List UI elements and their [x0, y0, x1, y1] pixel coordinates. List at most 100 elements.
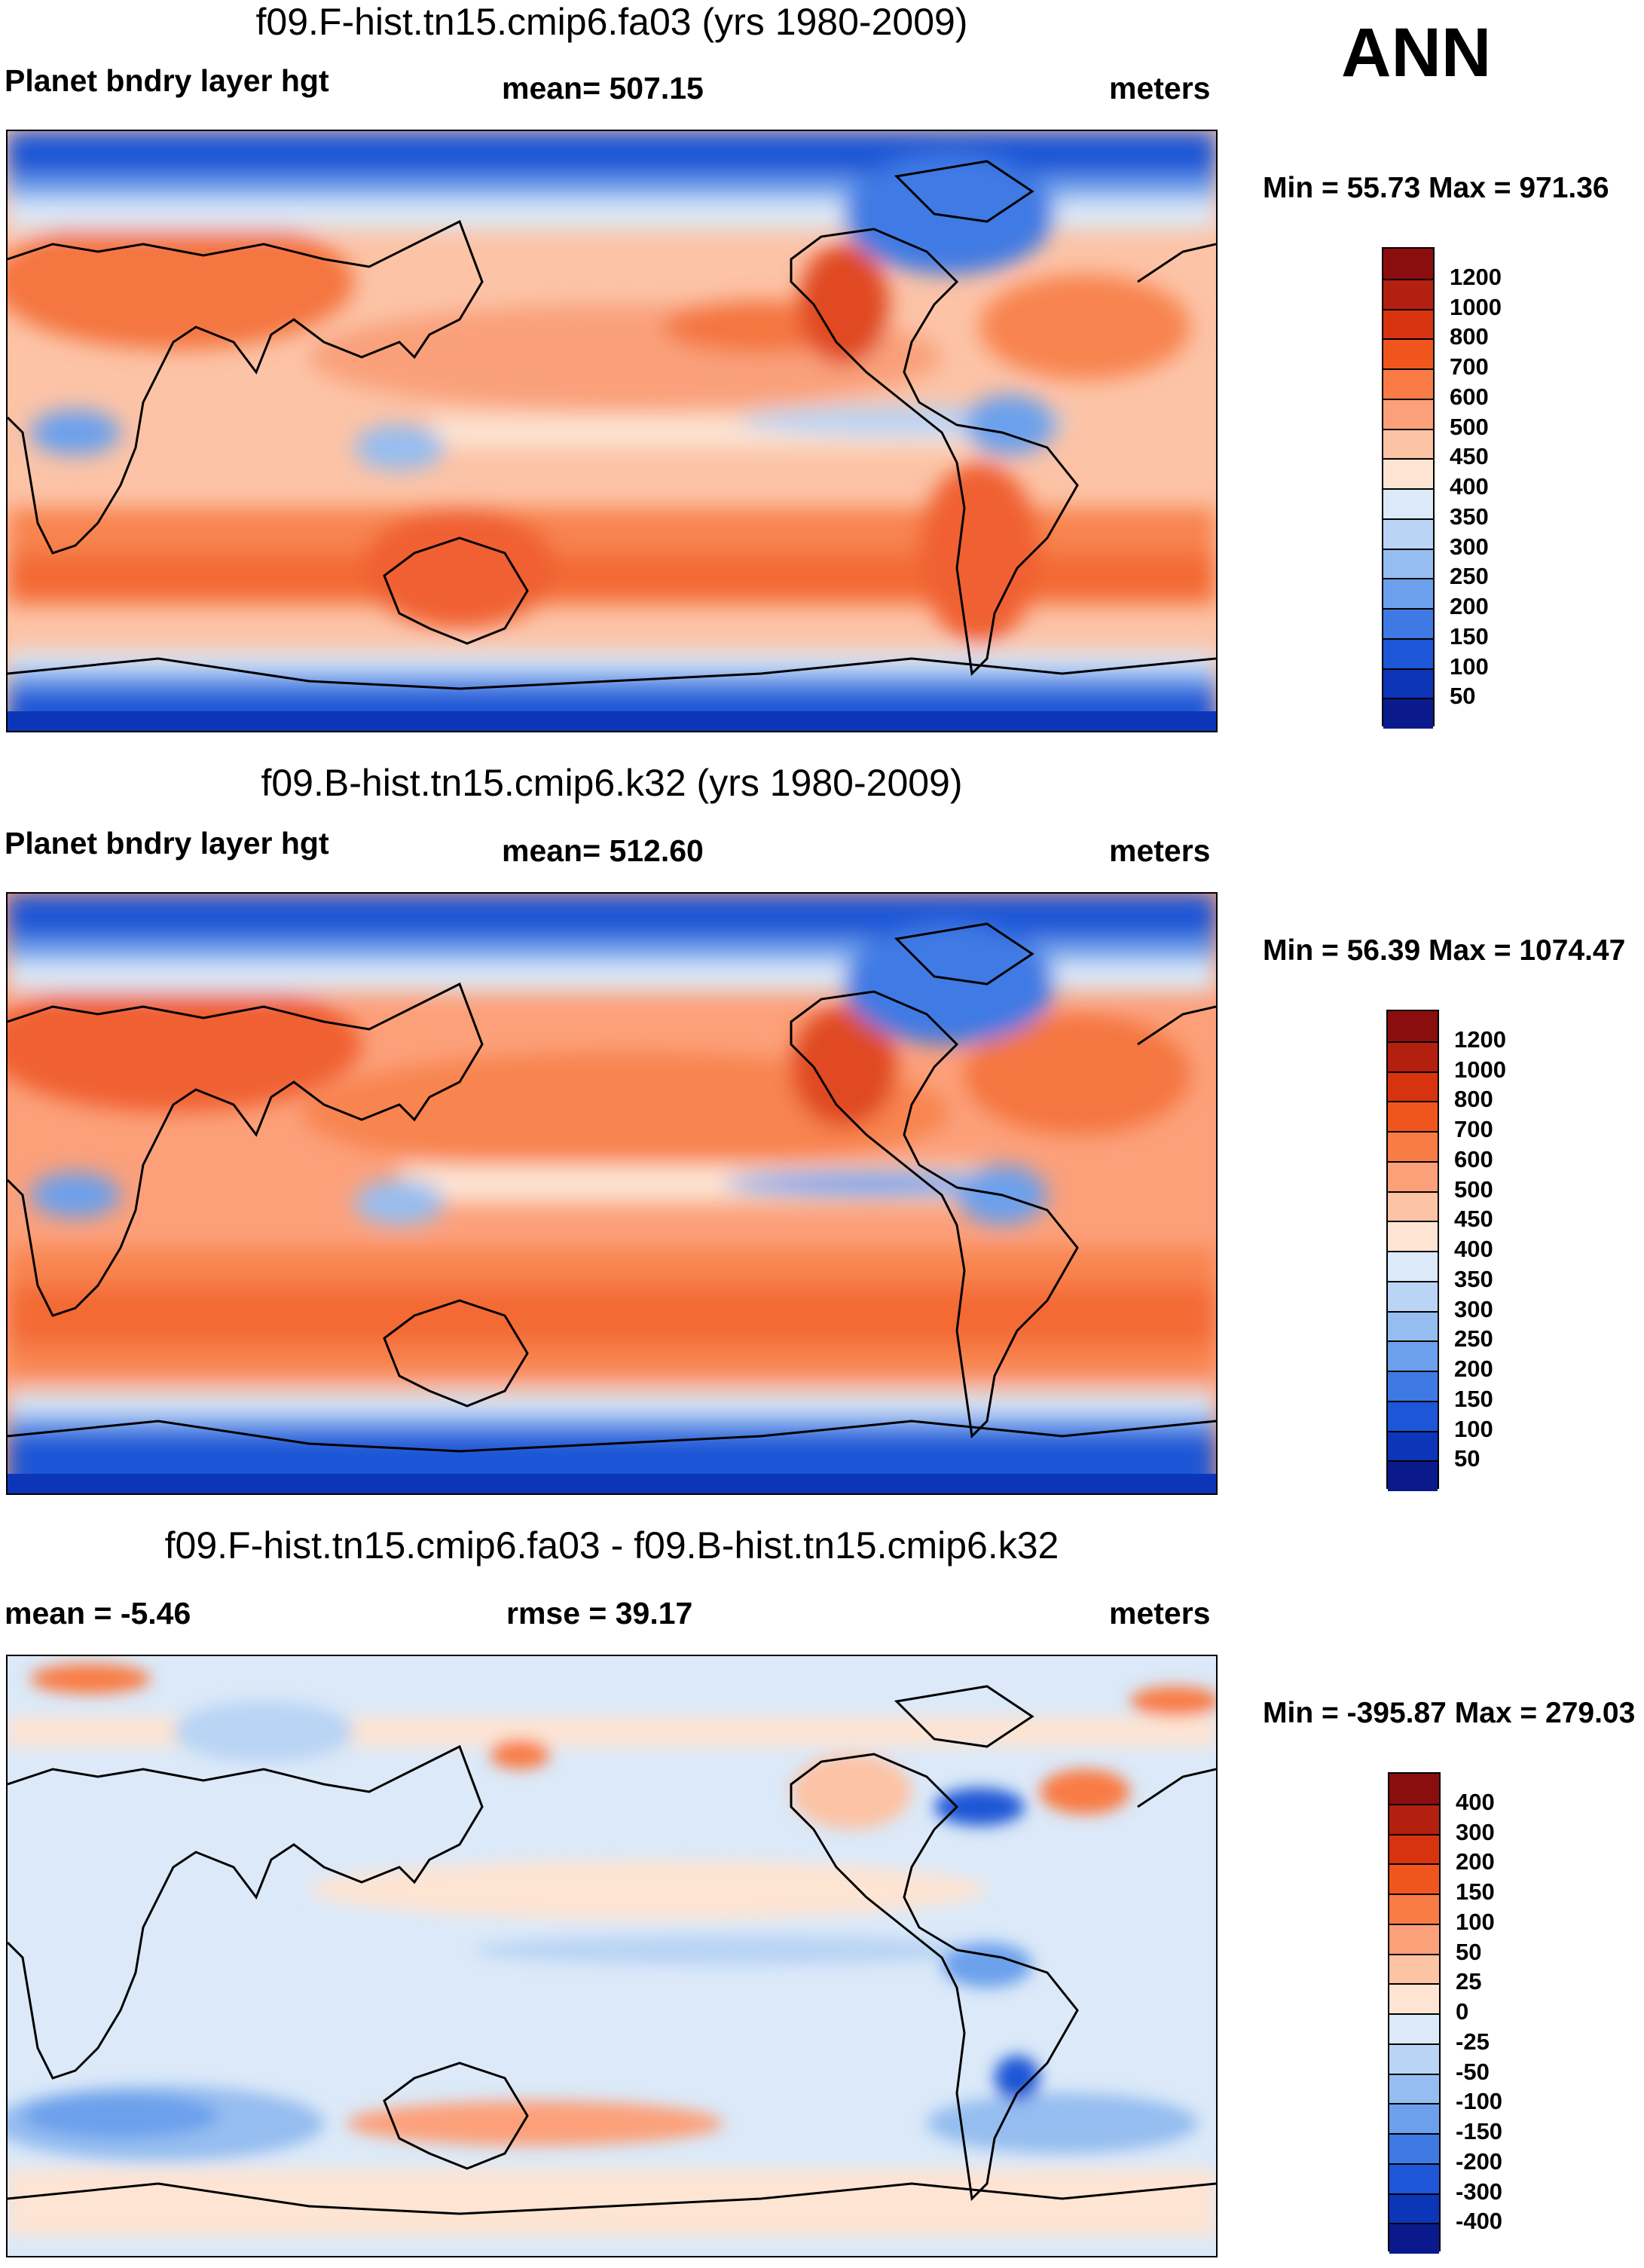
- colorbar-swatch: [1388, 1041, 1438, 1072]
- panel-3-colorbar-swatches: [1388, 1772, 1441, 2254]
- colorbar-swatch: [1383, 668, 1433, 699]
- colorbar-swatch: [1389, 1983, 1439, 2014]
- colorbar-swatch: [1389, 2223, 1439, 2254]
- colorbar-swatch: [1389, 1923, 1439, 1955]
- panel-2-colorbar-swatches: [1386, 1010, 1439, 1491]
- colorbar-tick-label: 150: [1450, 622, 1489, 650]
- colorbar-tick-label: 150: [1456, 1878, 1495, 1905]
- panel-1-map-graphic: [8, 131, 1216, 731]
- colorbar-tick-label: 700: [1454, 1116, 1493, 1142]
- colorbar-tick-label: 400: [1456, 1788, 1495, 1815]
- colorbar-swatch: [1389, 2103, 1439, 2134]
- colorbar-tick-label: 250: [1454, 1325, 1493, 1353]
- colorbar-swatch: [1389, 2043, 1439, 2074]
- colorbar-tick-label: 1200: [1450, 263, 1502, 290]
- colorbar-swatch: [1383, 278, 1433, 310]
- colorbar-tick-label: 350: [1450, 503, 1489, 530]
- colorbar-tick-label: 150: [1454, 1385, 1493, 1412]
- colorbar-tick-label: 450: [1450, 443, 1489, 470]
- colorbar-tick-label: 800: [1450, 323, 1489, 350]
- colorbar-tick-label: 1000: [1450, 293, 1502, 320]
- colorbar-tick-label: 800: [1454, 1086, 1493, 1113]
- colorbar-swatch: [1388, 1101, 1438, 1132]
- colorbar-swatch: [1389, 1774, 1439, 1805]
- colorbar-swatch: [1388, 1011, 1438, 1042]
- colorbar-swatch: [1383, 698, 1433, 729]
- colorbar-tick-label: 0: [1456, 1998, 1469, 2025]
- colorbar-tick-label: 500: [1454, 1175, 1493, 1203]
- colorbar-swatch: [1383, 488, 1433, 519]
- colorbar-tick-label: 300: [1454, 1295, 1493, 1322]
- panel-3-title: f09.F-hist.tn15.cmip6.fa03 - f09.B-hist.…: [164, 1524, 1059, 1567]
- colorbar-swatch: [1383, 518, 1433, 549]
- panel-2-minmax: Min = 56.39 Max = 1074.47: [1263, 934, 1626, 967]
- colorbar-swatch: [1388, 1371, 1438, 1401]
- colorbar-swatch: [1383, 338, 1433, 369]
- panel-2-field-label: Planet bndry layer hgt: [5, 826, 329, 860]
- panel-2-map-graphic: [8, 894, 1216, 1493]
- colorbar-tick-label: -400: [1456, 2208, 1503, 2235]
- colorbar-tick-label: 100: [1456, 1908, 1495, 1935]
- panel-1-title: f09.F-hist.tn15.cmip6.fa03 (yrs 1980-200…: [255, 1, 968, 43]
- panel-3-map: [6, 1655, 1218, 2257]
- colorbar-swatch: [1383, 428, 1433, 460]
- colorbar-tick-label: 450: [1454, 1206, 1493, 1233]
- colorbar-swatch: [1388, 1460, 1438, 1491]
- colorbar-tick-label: 50: [1456, 1938, 1482, 1965]
- panel-1-colorbar-swatches: [1382, 247, 1435, 729]
- colorbar-swatch: [1388, 1400, 1438, 1432]
- colorbar-tick-label: 50: [1454, 1445, 1481, 1472]
- colorbar-swatch: [1383, 249, 1433, 280]
- colorbar-tick-label: 50: [1450, 683, 1476, 710]
- season-label: ANN: [1341, 14, 1492, 91]
- colorbar-tick-label: 400: [1454, 1236, 1493, 1262]
- panel-2-map: [6, 892, 1218, 1495]
- colorbar-swatch: [1388, 1310, 1438, 1342]
- colorbar-swatch: [1389, 2073, 1439, 2104]
- colorbar-tick-label: -25: [1456, 2028, 1490, 2055]
- colorbar-tick-label: 300: [1450, 533, 1489, 560]
- colorbar-swatch: [1388, 1221, 1438, 1252]
- colorbar-swatch: [1388, 1071, 1438, 1102]
- colorbar-tick-label: -300: [1456, 2178, 1503, 2205]
- panel-1-colorbar: 1200 1000 800 700 600 500 450 400 350 300 250 200 15…: [1382, 247, 1532, 729]
- colorbar-tick-label: 350: [1454, 1265, 1493, 1292]
- colorbar-swatch: [1383, 578, 1433, 609]
- panel-3-mean-label: mean = -5.46: [5, 1596, 191, 1631]
- panel-2-colorbar: 1200 1000 800 700 600 500 450 400 350 300 250 200 15…: [1386, 1010, 1537, 1491]
- colorbar-tick-label: 1200: [1454, 1025, 1506, 1053]
- panel-3-map-graphic: [8, 1656, 1216, 2256]
- colorbar-swatch: [1383, 608, 1433, 639]
- colorbar-tick-label: 200: [1454, 1356, 1493, 1382]
- panel-3-units-label: meters: [1109, 1596, 1211, 1631]
- colorbar-tick-label: -50: [1456, 2058, 1490, 2085]
- colorbar-swatch: [1389, 1803, 1439, 1835]
- colorbar-swatch: [1383, 458, 1433, 489]
- panel-2-title: f09.B-hist.tn15.cmip6.k32 (yrs 1980-2009…: [261, 762, 963, 804]
- colorbar-tick-label: 25: [1456, 1968, 1482, 1995]
- colorbar-tick-label: 600: [1450, 383, 1489, 410]
- colorbar-swatch: [1389, 2163, 1439, 2194]
- colorbar-swatch: [1388, 1251, 1438, 1282]
- colorbar-swatch: [1383, 637, 1433, 669]
- colorbar-swatch: [1389, 1833, 1439, 1865]
- colorbar-tick-label: 300: [1456, 1818, 1495, 1845]
- colorbar-swatch: [1389, 2133, 1439, 2164]
- colorbar-swatch: [1388, 1131, 1438, 1162]
- panel-2-mean-label: mean= 512.60: [502, 833, 704, 868]
- panel-1-map: [6, 130, 1218, 732]
- colorbar-swatch: [1383, 368, 1433, 399]
- colorbar-swatch: [1389, 2193, 1439, 2224]
- colorbar-tick-label: 200: [1450, 593, 1489, 619]
- panel-1-minmax: Min = 55.73 Max = 971.36: [1263, 172, 1609, 204]
- colorbar-swatch: [1388, 1430, 1438, 1462]
- panel-2-units-label: meters: [1109, 833, 1211, 868]
- colorbar-swatch: [1389, 1863, 1439, 1894]
- colorbar-tick-label: 600: [1454, 1145, 1493, 1172]
- panel-1-units-label: meters: [1109, 71, 1211, 105]
- colorbar-tick-label: -200: [1456, 2147, 1503, 2175]
- panel-3-rmse-label: rmse = 39.17: [506, 1596, 693, 1631]
- colorbar-swatch: [1383, 398, 1433, 429]
- colorbar-tick-label: 100: [1454, 1415, 1493, 1442]
- colorbar-tick-label: 500: [1450, 413, 1489, 440]
